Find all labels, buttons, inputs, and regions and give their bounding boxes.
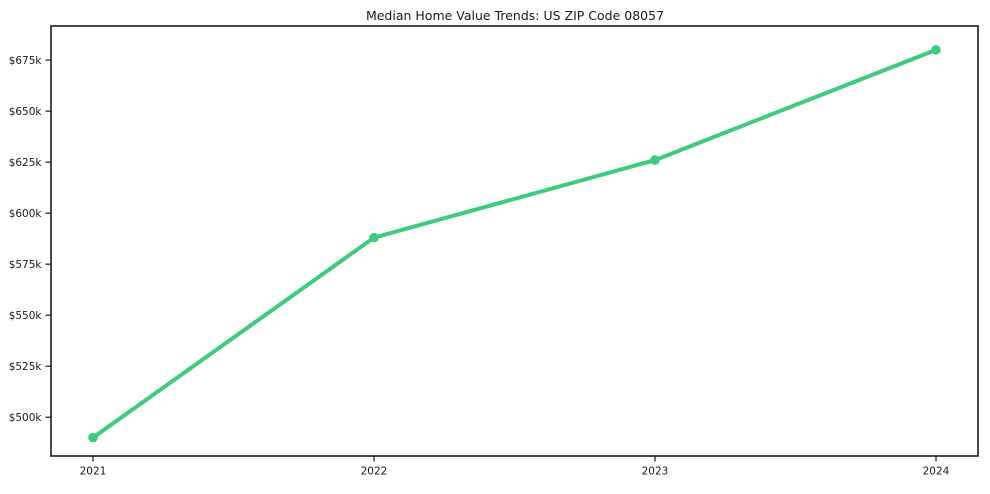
y-axis: $500k $525k $550k $575k $600k $625k $650k $675k — [9, 55, 51, 424]
y-tick-label: $675k — [9, 55, 43, 67]
y-tick-label: $575k — [9, 259, 43, 271]
data-point-marker — [88, 432, 98, 443]
x-tick-label: 2021 — [80, 466, 107, 478]
y-tick-label: $550k — [9, 310, 43, 322]
x-tick-label: 2024 — [923, 466, 950, 478]
x-tick-label: 2023 — [642, 466, 669, 478]
y-tick-label: $500k — [9, 412, 43, 424]
data-point-marker — [650, 155, 660, 165]
data-point-marker — [931, 45, 941, 55]
plot-area-border — [50, 25, 979, 457]
series-median-home-value — [88, 45, 941, 443]
y-tick-label: $525k — [9, 361, 43, 373]
y-tick-label: $600k — [9, 208, 43, 220]
trend-line — [91, 47, 938, 440]
data-point-marker — [369, 232, 379, 243]
x-axis: 2021 2022 2023 2024 — [80, 456, 950, 478]
x-tick-label: 2022 — [361, 466, 388, 478]
chart-title: Median Home Value Trends: US ZIP Code 08… — [366, 8, 664, 23]
y-tick-label: $625k — [9, 157, 43, 169]
y-tick-label: $650k — [9, 106, 43, 118]
